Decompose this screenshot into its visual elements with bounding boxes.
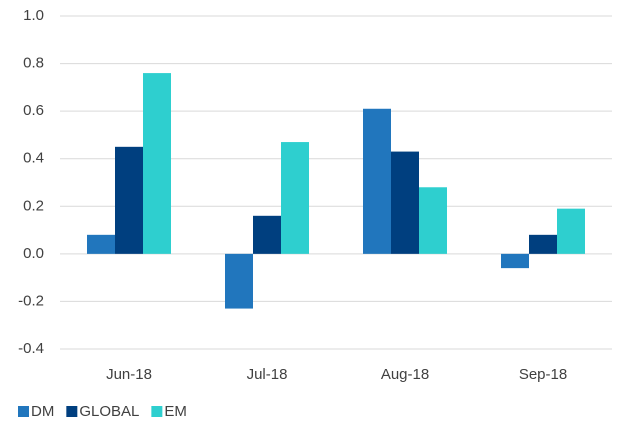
bar bbox=[143, 73, 171, 254]
legend-swatch bbox=[151, 406, 163, 417]
y-tick-label: 0.4 bbox=[23, 150, 44, 167]
y-tick-label: 0.0 bbox=[23, 245, 44, 262]
legend-swatch bbox=[18, 406, 29, 417]
y-tick-label: -0.2 bbox=[18, 292, 44, 309]
bar bbox=[529, 234, 557, 254]
legend-label: DM bbox=[31, 403, 54, 420]
x-tick-label: Jul-18 bbox=[247, 366, 288, 383]
legend-label: EM bbox=[164, 403, 187, 420]
legend-swatch bbox=[66, 406, 78, 417]
bar bbox=[501, 253, 529, 269]
x-tick-label: Jun-18 bbox=[106, 366, 152, 383]
bar bbox=[419, 187, 447, 254]
legend-label: GLOBAL bbox=[79, 403, 139, 420]
bar bbox=[363, 108, 391, 254]
bar bbox=[87, 234, 115, 254]
y-tick-label: 0.8 bbox=[23, 55, 44, 72]
bar bbox=[557, 208, 585, 254]
y-tick-label: 0.6 bbox=[23, 102, 44, 119]
x-tick-label: Sep-18 bbox=[519, 366, 567, 383]
bar bbox=[253, 215, 281, 254]
y-tick-label: 1.0 bbox=[23, 7, 44, 24]
bar bbox=[391, 151, 419, 254]
bar bbox=[281, 142, 309, 254]
bar bbox=[115, 146, 143, 254]
bar bbox=[225, 253, 253, 309]
y-tick-label: 0.2 bbox=[23, 197, 44, 214]
x-tick-label: Aug-18 bbox=[381, 366, 429, 383]
y-tick-label: -0.4 bbox=[18, 340, 44, 357]
